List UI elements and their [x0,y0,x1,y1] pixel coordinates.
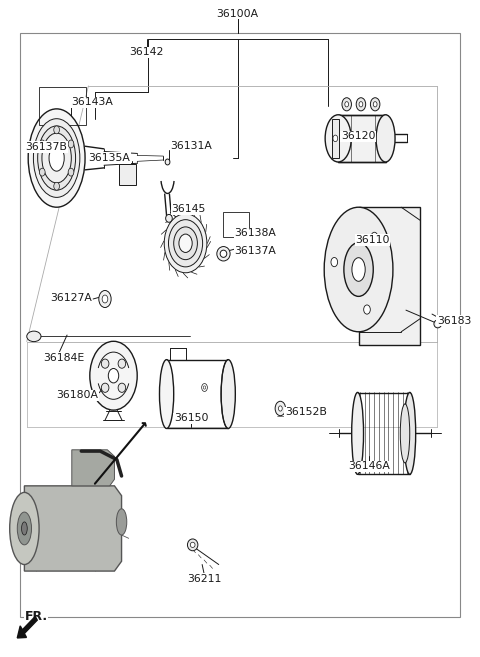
Bar [359,207,420,345]
Ellipse shape [333,135,338,142]
Ellipse shape [28,109,85,207]
Ellipse shape [331,258,337,267]
Ellipse shape [54,182,60,190]
Text: 36137A: 36137A [234,246,276,256]
Ellipse shape [345,102,348,107]
Ellipse shape [275,401,286,416]
Ellipse shape [359,102,363,107]
Ellipse shape [101,383,109,392]
Text: 36135A: 36135A [89,153,131,163]
Ellipse shape [356,98,366,111]
Bar [20,34,460,617]
Ellipse shape [90,341,137,410]
Ellipse shape [68,168,74,176]
Ellipse shape [217,246,230,261]
Text: 36138A: 36138A [234,229,276,238]
Text: 36150: 36150 [174,413,208,423]
Ellipse shape [179,234,192,252]
Text: 36152B: 36152B [285,407,327,417]
Text: 36143A: 36143A [71,97,113,107]
Ellipse shape [202,384,207,392]
Ellipse shape [364,305,370,314]
Ellipse shape [190,542,195,547]
Text: 36142: 36142 [130,47,164,58]
Ellipse shape [39,168,45,176]
Ellipse shape [102,295,108,303]
Ellipse shape [101,359,109,368]
Text: 36180A: 36180A [56,390,98,400]
Ellipse shape [376,115,395,162]
Text: 36183: 36183 [437,315,471,326]
Ellipse shape [344,242,373,296]
Bar [119,164,136,185]
Ellipse shape [400,404,410,463]
Ellipse shape [371,98,380,111]
Ellipse shape [22,522,27,535]
Text: 36137B: 36137B [25,142,67,152]
Ellipse shape [168,219,203,267]
Ellipse shape [434,320,442,328]
Ellipse shape [118,383,126,392]
Text: 36131A: 36131A [170,141,212,151]
Ellipse shape [54,126,60,134]
Bar [38,87,86,125]
Ellipse shape [37,126,75,190]
FancyArrow shape [17,616,37,638]
Text: 36100A: 36100A [216,9,259,19]
Text: 36127A: 36127A [50,292,92,303]
Text: 36110: 36110 [355,235,390,245]
Ellipse shape [325,115,351,162]
Ellipse shape [342,98,351,111]
Ellipse shape [165,159,170,165]
Ellipse shape [17,512,32,545]
Ellipse shape [49,145,64,171]
Ellipse shape [324,207,393,332]
Text: FR.: FR. [24,610,48,623]
Bar [338,115,385,162]
Ellipse shape [166,214,172,222]
Ellipse shape [27,331,41,342]
Ellipse shape [220,250,227,258]
Ellipse shape [108,369,119,383]
Polygon shape [24,486,121,571]
Ellipse shape [42,133,72,183]
Ellipse shape [371,233,378,241]
Ellipse shape [278,406,282,411]
Text: 36211: 36211 [187,574,222,584]
Ellipse shape [34,119,80,197]
Ellipse shape [116,509,127,535]
Ellipse shape [404,392,416,474]
Ellipse shape [352,258,365,281]
Ellipse shape [159,359,174,428]
Text: 36146A: 36146A [348,461,390,471]
Ellipse shape [174,227,197,260]
Bar [333,119,339,158]
Ellipse shape [352,392,363,474]
Ellipse shape [188,539,198,551]
Bar [223,212,249,237]
Polygon shape [72,450,114,486]
Ellipse shape [68,140,74,148]
Text: 36145: 36145 [171,204,206,214]
Ellipse shape [164,214,207,273]
Text: 36120: 36120 [341,131,375,141]
Text: 36184E: 36184E [43,353,84,363]
Ellipse shape [118,359,126,368]
Ellipse shape [221,359,235,428]
Ellipse shape [373,102,377,107]
Ellipse shape [204,386,206,389]
Ellipse shape [99,290,111,307]
Ellipse shape [10,492,39,564]
Ellipse shape [39,140,45,148]
